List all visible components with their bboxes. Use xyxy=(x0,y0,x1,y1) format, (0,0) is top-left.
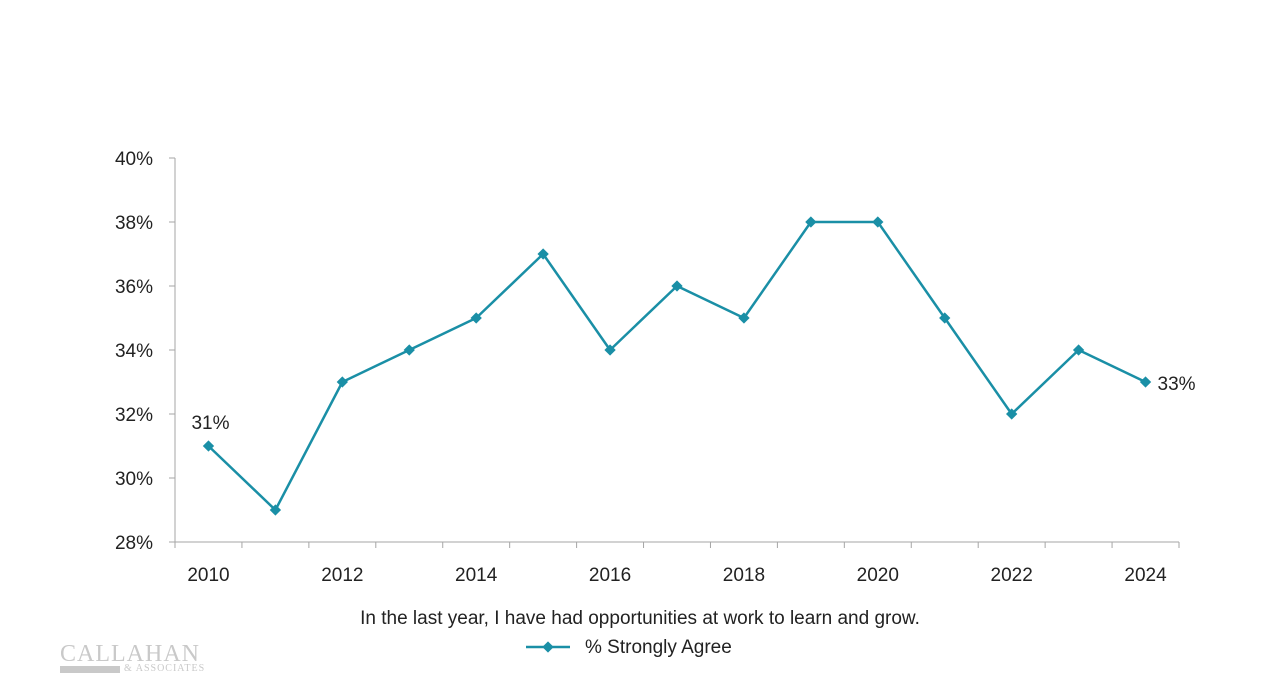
data-point[interactable] xyxy=(336,376,348,388)
data-point[interactable] xyxy=(671,280,683,292)
callahan-logo: CALLAHAN & ASSOCIATES xyxy=(60,642,212,676)
data-label: 31% xyxy=(191,413,229,434)
data-point[interactable] xyxy=(738,312,750,324)
x-tick-label: 2024 xyxy=(1124,565,1167,586)
data-point[interactable] xyxy=(269,504,282,516)
x-tick-label: 2020 xyxy=(857,565,899,586)
series-line xyxy=(207,220,1147,512)
data-label: 33% xyxy=(1158,374,1196,395)
data-point[interactable] xyxy=(470,312,482,324)
data-point[interactable] xyxy=(805,216,817,228)
logo-name: CALLAHAN xyxy=(60,641,200,667)
chart-axes xyxy=(169,157,1180,548)
y-tick-label: 32% xyxy=(115,405,153,426)
x-tick-label: 2014 xyxy=(455,565,498,586)
data-point[interactable] xyxy=(403,344,415,356)
y-tick-label: 28% xyxy=(115,533,153,554)
data-point[interactable] xyxy=(872,216,884,228)
legend-entry-label: % Strongly Agree xyxy=(585,637,732,658)
data-point[interactable] xyxy=(1139,376,1152,388)
data-point[interactable] xyxy=(1006,408,1018,420)
data-point[interactable] xyxy=(202,440,215,452)
legend-marker-swatch xyxy=(542,641,554,653)
y-tick-label: 34% xyxy=(115,341,153,362)
data-point[interactable] xyxy=(939,312,951,324)
x-axis-title: In the last year, I have had opportuniti… xyxy=(360,608,920,629)
x-tick-label: 2018 xyxy=(723,565,765,586)
logo-sub: & ASSOCIATES xyxy=(124,663,206,674)
y-tick-label: 30% xyxy=(115,469,153,490)
x-tick-label: 2010 xyxy=(187,565,229,586)
x-tick-label: 2016 xyxy=(589,565,631,586)
data-point[interactable] xyxy=(1072,344,1085,356)
logo-bar xyxy=(60,666,120,673)
data-labels: 31% 33% xyxy=(191,374,1195,434)
y-tick-label: 36% xyxy=(115,277,153,298)
x-tick-label: 2012 xyxy=(321,565,363,586)
legend[interactable]: % Strongly Agree xyxy=(526,637,732,658)
data-series xyxy=(202,216,1152,516)
y-tick-label: 38% xyxy=(115,213,153,234)
tick-labels: 28% 30% 32% 34% 36% 38% 40% 2010 2012 2014 2016 201… xyxy=(115,149,1167,586)
data-point[interactable] xyxy=(604,344,616,356)
y-tick-label: 40% xyxy=(115,149,153,170)
x-tick-label: 2022 xyxy=(991,565,1033,586)
data-point[interactable] xyxy=(537,248,549,260)
